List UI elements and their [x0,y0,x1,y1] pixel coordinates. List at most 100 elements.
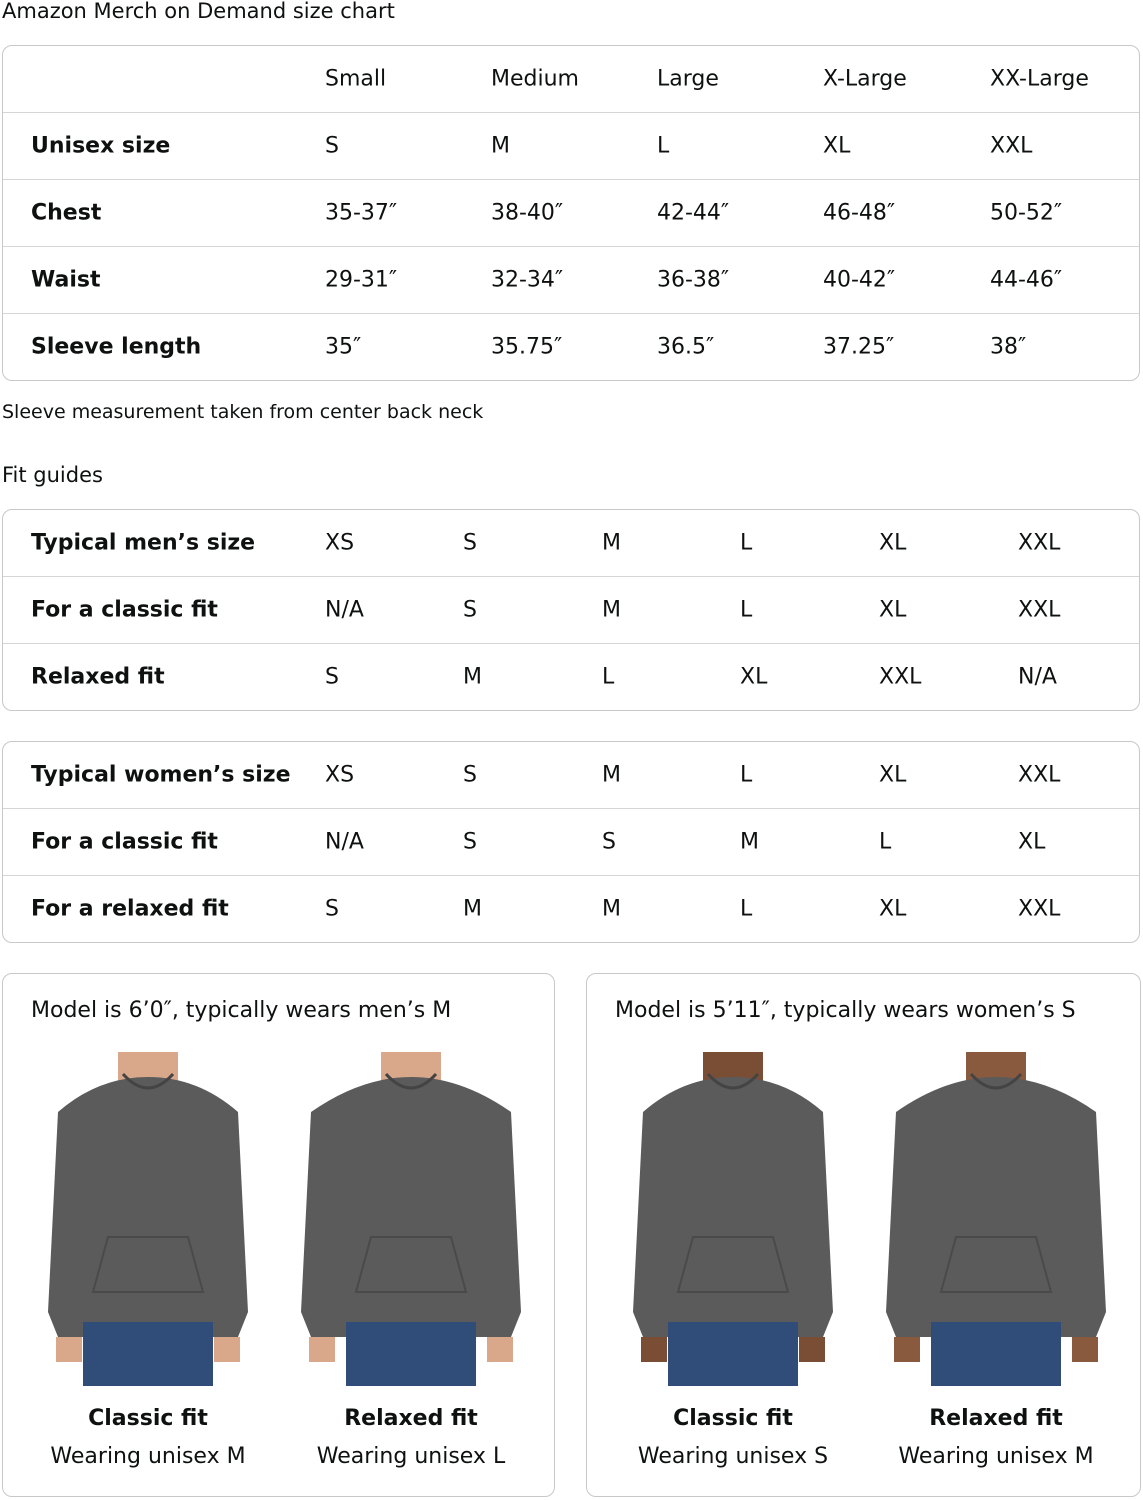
table-cell: S [463,829,477,855]
table-cell: 50-52″ [990,200,1063,226]
table-cell: XL [879,530,907,556]
row-label: Sleeve length [31,334,202,360]
table-cell: 35.75″ [491,334,563,360]
chart-title: Amazon Merch on Demand size chart [2,0,395,23]
table-row: Unisex size S M L XL XXL [3,112,1139,179]
fit-label: Classic fit [88,1406,208,1431]
table-cell: M [602,597,621,623]
wearing-size: Wearing unisex M [898,1444,1094,1469]
table-cell: L [879,829,892,855]
row-label: Waist [31,267,101,293]
table-cell: L [657,133,670,159]
table-row: Relaxed fit S M L XL XXL N/A [3,643,1139,710]
table-header-row: Small Medium Large X-Large XX-Large [3,46,1139,112]
table-cell: XL [740,664,768,690]
row-label: Typical women’s size [31,762,291,788]
table-cell: S [602,829,616,855]
table-cell: XL [1018,829,1046,855]
table-cell: XS [325,530,355,556]
table-cell: M [463,664,482,690]
table-cell: M [463,896,482,922]
womens-model-card: Model is 5’11″, typically wears women’s … [586,973,1141,1497]
table-cell: 36-38″ [657,267,730,293]
table-cell: 46-48″ [823,200,896,226]
table-cell: N/A [1018,664,1057,690]
table-cell: M [602,896,621,922]
column-header: Small [325,66,387,92]
wearing-size: Wearing unisex L [316,1444,506,1469]
row-label: Relaxed fit [31,664,165,690]
table-cell: 42-44″ [657,200,730,226]
size-chart-table: Small Medium Large X-Large XX-Large Unisex si… [2,45,1140,381]
table-cell: XXL [990,133,1033,159]
table-cell: XXL [1018,762,1061,788]
table-cell: L [740,896,753,922]
fit-label: Classic fit [673,1406,793,1431]
sleeve-note: Sleeve measurement taken from center bac… [2,401,484,423]
table-row: Typical men’s size XS S M L XL XXL [3,510,1139,576]
classic-fit-model-photo [38,1052,258,1386]
table-row: Sleeve length 35″ 35.75″ 36.5″ 37.25″ 38″ [3,313,1139,380]
table-cell: M [602,530,621,556]
column-header: Medium [491,66,579,92]
table-cell: 29-31″ [325,267,398,293]
fit-label: Relaxed fit [344,1406,478,1431]
row-label: For a classic fit [31,829,218,855]
table-cell: M [491,133,510,159]
table-row: For a relaxed fit S M M L XL XXL [3,875,1139,942]
classic-fit-model-photo [623,1052,843,1386]
table-cell: L [740,530,753,556]
table-cell: M [602,762,621,788]
table-cell: XXL [1018,597,1061,623]
table-cell: 32-34″ [491,267,564,293]
table-cell: 40-42″ [823,267,896,293]
mens-model-card: Model is 6’0″, typically wears men’s M C… [2,973,555,1497]
table-cell: S [463,762,477,788]
table-cell: S [325,133,339,159]
table-cell: S [325,896,339,922]
table-cell: N/A [325,597,364,623]
table-cell: XL [879,762,907,788]
column-header: Large [657,66,719,92]
table-cell: S [463,530,477,556]
table-cell: XXL [1018,530,1061,556]
relaxed-fit-model-photo [886,1052,1106,1386]
table-cell: L [602,664,615,690]
column-header: X-Large [823,66,907,92]
row-label: Typical men’s size [31,530,256,556]
relaxed-fit-model-photo [301,1052,521,1386]
table-row: For a classic fit N/A S M L XL XXL [3,576,1139,643]
table-cell: XL [823,133,851,159]
table-cell: 38-40″ [491,200,564,226]
table-cell: S [463,597,477,623]
table-cell: 35-37″ [325,200,398,226]
table-cell: 44-46″ [990,267,1063,293]
wearing-size: Wearing unisex M [50,1444,246,1469]
table-cell: XS [325,762,355,788]
table-cell: 35″ [325,334,362,360]
table-row: Typical women’s size XS S M L XL XXL [3,742,1139,808]
table-cell: XL [879,597,907,623]
table-row: For a classic fit N/A S S M L XL [3,808,1139,875]
row-label: For a relaxed fit [31,896,229,922]
table-cell: L [740,597,753,623]
table-cell: XXL [879,664,922,690]
table-cell: 37.25″ [823,334,895,360]
table-cell: 36.5″ [657,334,715,360]
table-row: Waist 29-31″ 32-34″ 36-38″ 40-42″ 44-46″ [3,246,1139,313]
wearing-size: Wearing unisex S [637,1444,829,1469]
table-cell: L [740,762,753,788]
model-caption: Model is 5’11″, typically wears women’s … [615,998,1076,1023]
mens-fit-table: Typical men’s size XS S M L XL XXL For a classi… [2,509,1140,711]
table-cell: XXL [1018,896,1061,922]
table-cell: XL [879,896,907,922]
table-row: Chest 35-37″ 38-40″ 42-44″ 46-48″ 50-52″ [3,179,1139,246]
table-cell: 38″ [990,334,1027,360]
row-label: For a classic fit [31,597,218,623]
model-caption: Model is 6’0″, typically wears men’s M [31,998,452,1023]
fit-guides-title: Fit guides [2,463,103,487]
row-label: Chest [31,200,102,226]
row-label: Unisex size [31,133,171,159]
table-cell: N/A [325,829,364,855]
